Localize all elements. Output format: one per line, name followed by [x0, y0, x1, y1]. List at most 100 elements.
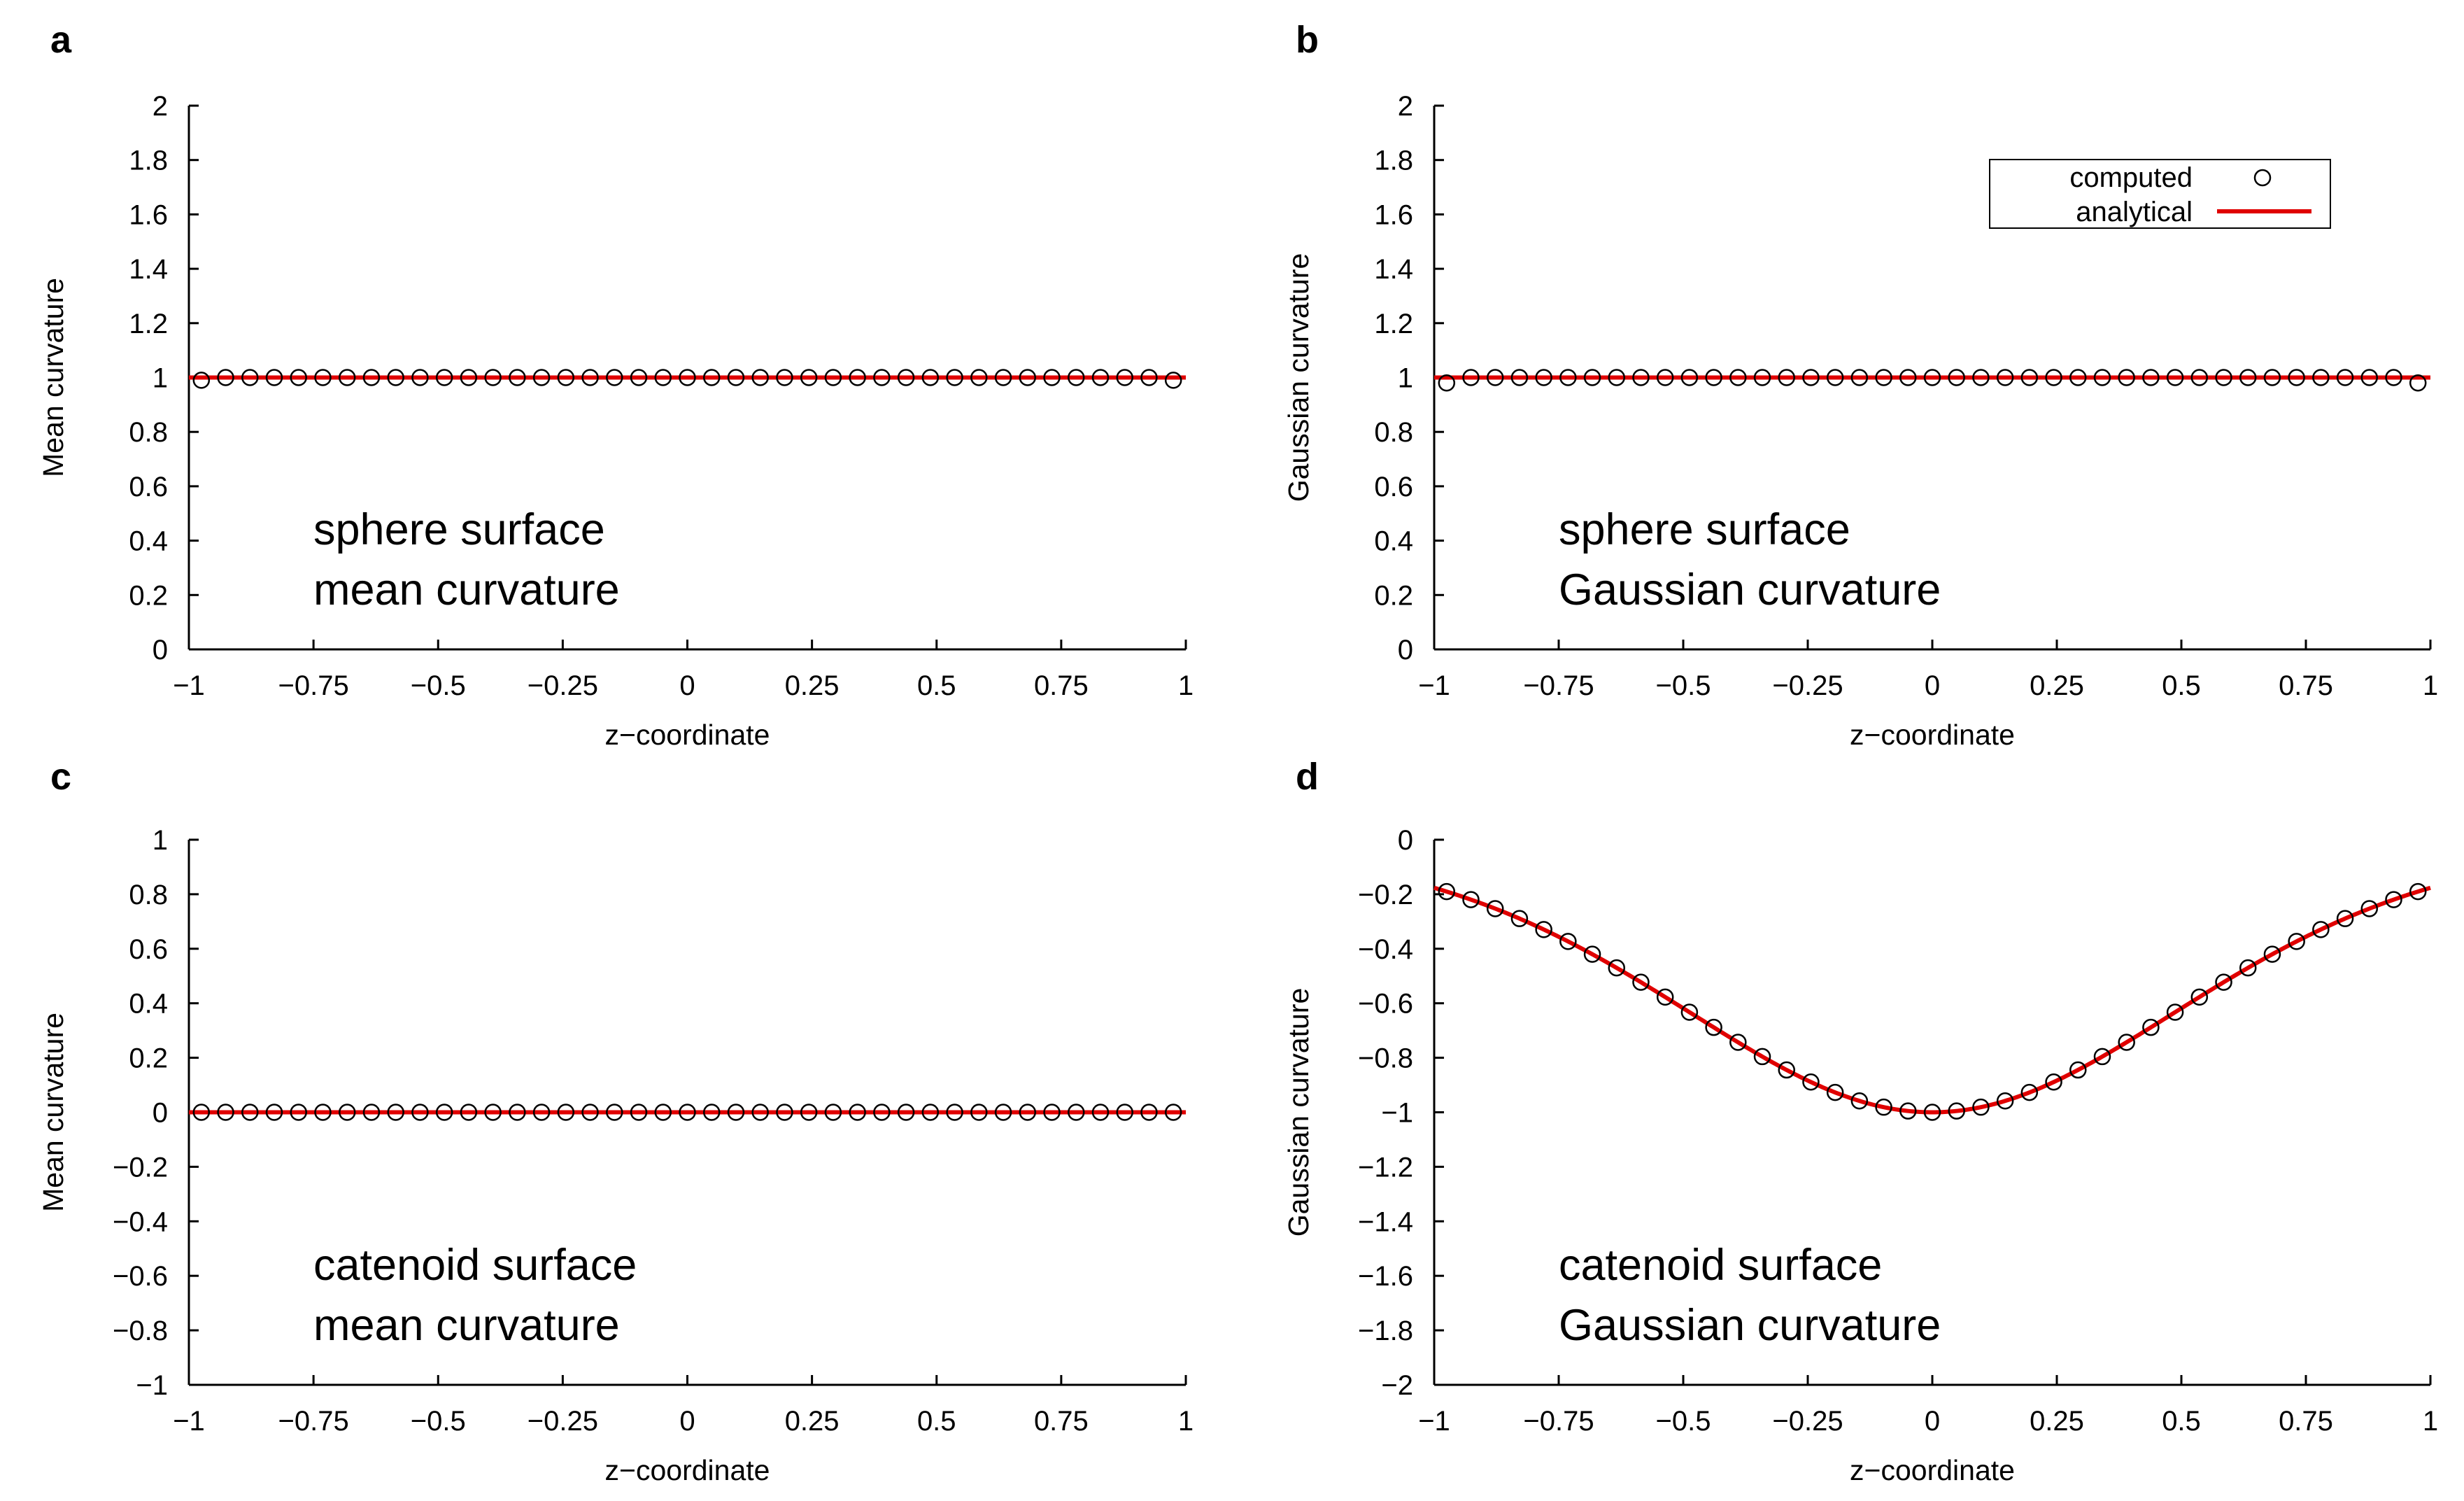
computed-point	[290, 1104, 307, 1121]
computed-point	[2385, 369, 2402, 386]
y-tick-label: −0.8	[113, 1316, 168, 1346]
computed-point	[460, 1104, 478, 1121]
computed-point	[241, 1104, 259, 1121]
y-tick-label: 0.4	[1374, 526, 1413, 557]
computed-point	[849, 369, 866, 386]
computed-point	[1802, 1073, 1820, 1091]
computed-point	[2215, 973, 2232, 991]
panel-letter: a	[50, 19, 72, 61]
computed-point	[1875, 369, 1892, 386]
computed-point	[509, 369, 526, 386]
computed-point	[1948, 1102, 1965, 1120]
x-tick-label: −0.25	[528, 1406, 598, 1437]
y-tick-label: −1	[1381, 1098, 1413, 1129]
computed-point	[2142, 369, 2160, 386]
legend-box	[1989, 159, 2331, 229]
annotation-line: mean curvature	[313, 565, 620, 614]
computed-point	[2409, 374, 2427, 392]
computed-point	[800, 369, 818, 386]
computed-point	[1486, 900, 1504, 917]
computed-point	[606, 369, 623, 386]
computed-point	[314, 1104, 332, 1121]
computed-point	[824, 369, 842, 386]
computed-point	[873, 1104, 891, 1121]
legend-marker-computed	[2253, 169, 2272, 187]
x-tick-label: 1	[1178, 670, 1194, 701]
computed-point	[654, 1104, 672, 1121]
computed-point	[2166, 369, 2184, 386]
y-tick-label: −1.2	[1358, 1152, 1413, 1183]
x-tick-label: −0.75	[1523, 1406, 1594, 1437]
y-tick-label: 0.2	[1374, 580, 1413, 611]
computed-point	[751, 369, 769, 386]
y-tick-label: 1.2	[1374, 309, 1413, 339]
computed-point	[849, 1104, 866, 1121]
computed-point	[581, 1104, 599, 1121]
computed-point	[2045, 1073, 2062, 1091]
x-tick-label: 1	[1178, 1406, 1194, 1437]
y-tick-label: 0	[1398, 825, 1413, 856]
computed-point	[241, 369, 259, 386]
y-tick-label: 2	[153, 91, 168, 122]
x-tick-label: −0.75	[1523, 670, 1594, 701]
computed-point	[1608, 959, 1626, 977]
computed-point	[435, 369, 453, 386]
x-tick-label: 0.75	[2279, 670, 2333, 701]
x-tick-label: −0.25	[1772, 670, 1843, 701]
computed-point	[362, 1104, 381, 1121]
computed-point	[2093, 1048, 2111, 1066]
computed-point	[532, 369, 551, 386]
y-tick-label: −0.2	[1358, 880, 1413, 910]
computed-point	[2142, 1018, 2160, 1036]
y-tick-label: −2	[1381, 1370, 1413, 1401]
computed-point	[824, 1104, 842, 1121]
x-tick-label: 0.75	[1034, 1406, 1089, 1437]
computed-point	[387, 1104, 404, 1121]
computed-point	[921, 369, 940, 386]
computed-point	[1019, 369, 1037, 386]
legend-label-computed: computed	[2069, 162, 2193, 193]
computed-point	[2190, 369, 2209, 386]
computed-point	[970, 369, 988, 386]
x-tick-label: −0.5	[1656, 1406, 1711, 1437]
computed-point	[873, 369, 891, 386]
y-tick-label: 1.6	[1374, 199, 1413, 230]
computed-point	[1996, 369, 2014, 386]
computed-point	[1510, 369, 1529, 386]
computed-point	[751, 1104, 769, 1121]
x-axis-label: z−coordinate	[605, 1454, 770, 1486]
x-tick-label: 0	[679, 1406, 695, 1437]
x-tick-label: 0.25	[785, 1406, 840, 1437]
computed-point	[1608, 369, 1626, 386]
y-tick-label: −0.2	[113, 1152, 168, 1183]
computed-point	[1972, 1098, 1990, 1116]
computed-point	[2166, 1003, 2184, 1021]
computed-point	[1559, 933, 1577, 950]
computed-point	[532, 1104, 551, 1121]
computed-point	[1948, 369, 1965, 386]
computed-point	[946, 1104, 963, 1121]
computed-point	[1164, 372, 1182, 389]
computed-point	[1535, 369, 1552, 386]
panel-letter: b	[1296, 19, 1319, 61]
computed-point	[1729, 369, 1747, 386]
computed-point	[2020, 369, 2039, 386]
computed-point	[1680, 1003, 1699, 1021]
y-axis-label: Gaussian curvature	[1282, 253, 1315, 502]
x-tick-label: 0	[1925, 670, 1940, 701]
computed-point	[192, 1104, 211, 1121]
computed-point	[776, 1104, 793, 1121]
computed-point	[1486, 369, 1504, 386]
annotation-line: sphere surface	[313, 505, 605, 554]
y-tick-label: 2	[1398, 91, 1413, 122]
computed-point	[800, 1104, 818, 1121]
computed-point	[1019, 1104, 1037, 1121]
x-tick-label: 0	[679, 670, 695, 701]
x-tick-label: −1	[173, 1406, 205, 1437]
computed-point	[1778, 1061, 1795, 1079]
computed-point	[411, 369, 429, 386]
computed-point	[192, 372, 211, 389]
y-tick-label: −1	[136, 1370, 168, 1401]
x-axis-label: z−coordinate	[1850, 719, 2015, 751]
computed-point	[1875, 1098, 1892, 1116]
